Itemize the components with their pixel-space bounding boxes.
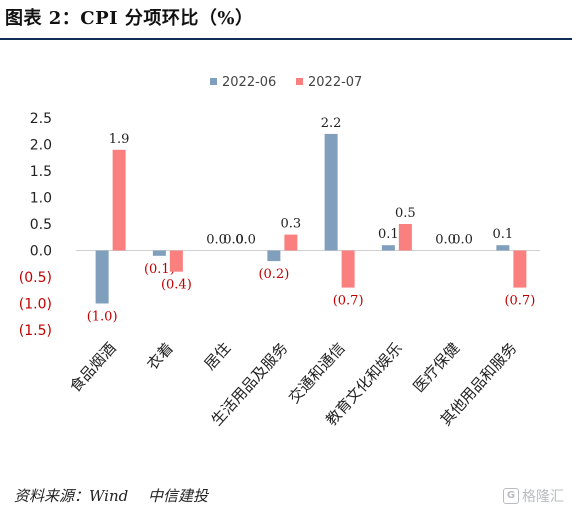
bar-2022-07	[513, 250, 527, 288]
data-label: (0.2)	[258, 267, 289, 282]
data-label: (0.4)	[161, 278, 192, 293]
bar-2022-07	[341, 250, 355, 288]
title-divider	[0, 38, 572, 40]
legend-label: 2022-06	[222, 75, 276, 90]
bar-2022-06	[267, 250, 281, 262]
data-label: (0.7)	[504, 294, 535, 309]
data-label: 0.0	[235, 233, 256, 248]
y-tick-label: 0.5	[30, 217, 52, 233]
bar-2022-06	[324, 133, 338, 251]
bar-2022-07	[398, 224, 412, 251]
bar-2022-06	[381, 245, 395, 251]
x-category-label: 食品烟酒	[66, 339, 120, 396]
watermark-logo-icon: G	[503, 488, 519, 504]
data-label: 1.9	[109, 132, 130, 147]
data-label: 0.5	[395, 206, 416, 221]
data-label: 0.0	[206, 233, 227, 248]
bar-2022-06	[95, 250, 109, 304]
x-category-label: 交通和通信	[285, 339, 349, 407]
data-label: (0.7)	[333, 294, 364, 309]
y-tick-label: (1.5)	[19, 323, 52, 339]
legend-swatch	[296, 78, 303, 85]
x-category-label: 医疗保健	[410, 339, 464, 396]
bar-2022-06	[152, 250, 166, 256]
y-tick-label: (1.0)	[19, 297, 52, 313]
y-tick-label: 2.0	[30, 138, 52, 154]
chart-title: 图表 2：CPI 分项环比（%）	[5, 8, 254, 29]
data-label: 0.1	[493, 227, 514, 242]
data-label: 0.0	[223, 233, 244, 248]
watermark-text: 格隆汇	[522, 489, 564, 505]
cpi-bar-chart: 2.5 2.0 1.5 1.0 0.5 0.0 (0.5) (1.0) (1.5) 2022-06…	[19, 75, 540, 429]
x-category-label: 居住	[201, 339, 234, 373]
data-label: (1.0)	[87, 310, 118, 325]
x-category-label: 衣着	[143, 339, 176, 373]
data-label: 0.0	[452, 233, 473, 248]
y-tick-label: (0.5)	[19, 270, 52, 286]
y-tick-label: 0.0	[30, 244, 52, 260]
data-label: 0.3	[281, 217, 302, 232]
bar-2022-07	[169, 250, 183, 272]
bar-2022-06	[496, 245, 510, 251]
data-label: (0.1)	[144, 262, 175, 277]
watermark: G 格隆汇	[503, 486, 564, 506]
data-label: 2.2	[321, 116, 342, 131]
legend-swatch	[210, 78, 217, 85]
bar-2022-07	[112, 149, 126, 251]
source-note: 资料来源：Wind 中信建投	[14, 487, 208, 505]
bar-2022-07	[284, 234, 298, 251]
y-tick-label: 1.0	[30, 191, 52, 207]
y-tick-label: 1.5	[30, 164, 52, 180]
data-label: 0.0	[435, 233, 456, 248]
legend-label: 2022-07	[308, 75, 362, 90]
data-label: 0.1	[378, 227, 399, 242]
y-tick-label: 2.5	[30, 111, 52, 127]
